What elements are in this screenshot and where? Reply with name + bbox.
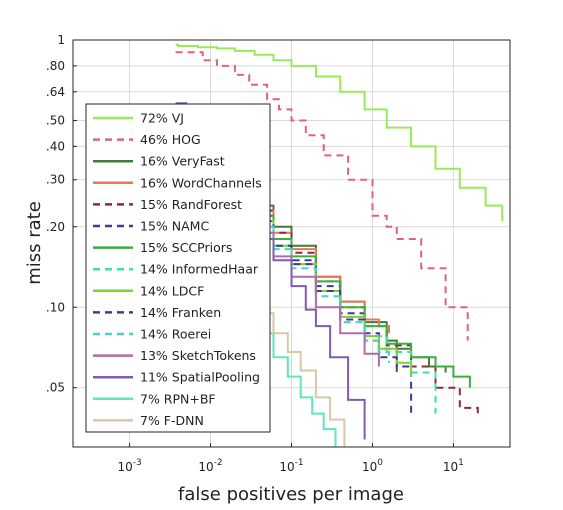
legend: 72% VJ 46% HOG 16% VeryFast 16% WordChannel… [85,103,271,433]
x-tick-base: 10 [198,460,213,474]
y-tick-label: .50 [46,113,65,127]
legend-entry: 46% HOG [140,132,201,147]
x-tick-base: 10 [443,460,458,474]
y-tick-label: .40 [46,139,65,153]
series-line [175,43,504,222]
y-tick-label: .20 [46,220,65,234]
y-tick-label: 1 [57,33,65,47]
legend-entry: 11% SpatialPooling [140,370,260,385]
series-line [175,129,390,363]
x-tick-base: 10 [279,460,294,474]
legend-entry: 15% RandForest [140,197,242,212]
y-tick-label: .64 [46,85,65,99]
x-tick-exponent: 0 [377,458,383,468]
legend-entry: 7% F-DNN [140,413,204,428]
legend-entry: 14% Franken [140,305,221,320]
x-tick-label: 101 [443,458,464,474]
x-tick-label: 10-2 [198,458,222,474]
legend-entry: 72% VJ [140,111,184,126]
legend-entry: 15% NAMC [140,219,209,234]
x-tick-label: 100 [362,458,383,474]
legend-entry: 14% InformedHaar [140,262,259,277]
x-tick-exponent: -1 [295,458,304,468]
y-tick-labels: 1 .80 .64 .50 .40 .30 .20 .10 .05 [46,33,77,395]
legend-entry: 15% SCCPriors [140,240,232,255]
x-tick-labels: 10-3 10-2 10-1 100 101 [117,443,464,474]
x-tick-exponent: -3 [133,458,142,468]
y-tick-label: .05 [46,381,65,395]
legend-entry: 14% Roerei [140,327,211,342]
legend-entry: 7% RPN+BF [140,391,216,406]
x-tick-label: 10-3 [117,458,141,474]
y-tick-label: .80 [46,59,65,73]
legend-entry: 16% WordChannels [140,175,262,190]
x-tick-base: 10 [362,460,377,474]
x-tick-exponent: -2 [214,458,223,468]
legend-entry: 14% LDCF [140,283,204,298]
x-tick-base: 10 [117,460,132,474]
y-axis-label: miss rate [24,201,45,285]
legend-entry: 16% VeryFast [140,154,225,169]
y-tick-label: .30 [46,173,65,187]
x-tick-exponent: 1 [458,458,464,468]
x-axis-label: false positives per image [178,484,404,505]
y-tick-label: .10 [46,300,65,314]
legend-entry: 13% SketchTokens [140,348,256,363]
x-tick-label: 10-1 [279,458,303,474]
series-layer [175,43,504,447]
series-line [175,51,469,341]
